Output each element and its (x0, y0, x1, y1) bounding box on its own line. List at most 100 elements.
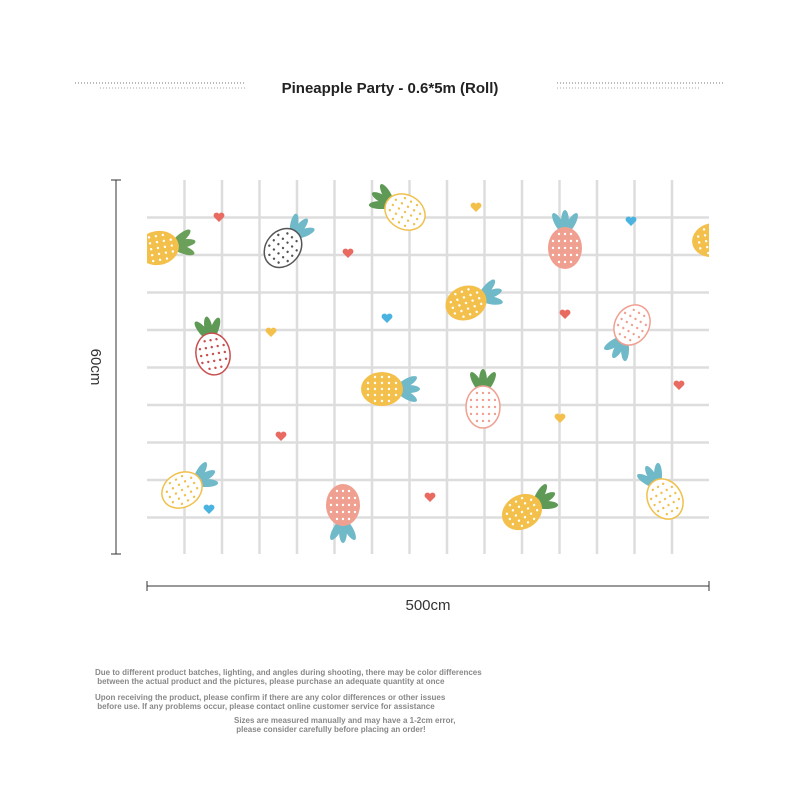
pineapple-dot (409, 200, 413, 203)
pineapple-dot (466, 307, 470, 310)
pineapple-dot (224, 357, 228, 361)
pineapple-dot (473, 305, 476, 308)
pineapple-dot (277, 242, 280, 246)
pineapple-dot (634, 317, 637, 321)
pineapple-dot (169, 238, 172, 241)
heart (265, 327, 277, 337)
pineapple-dot (674, 491, 677, 495)
pineapple-dot (195, 486, 199, 490)
pineapple-dot (469, 412, 473, 416)
pineapple-dot (637, 335, 641, 339)
pineapple-dot (286, 250, 289, 254)
pineapple-dot (209, 339, 212, 342)
pineapple-dot (341, 517, 345, 521)
pineapple-dot (551, 246, 555, 250)
pineapple-dot (487, 398, 491, 402)
pineapple-dot (335, 496, 339, 500)
pineapple-dot (569, 232, 573, 236)
pineapple-dot (412, 222, 416, 226)
pineapple (263, 213, 315, 269)
note-line: Due to different product batches, lighti… (95, 668, 482, 677)
pineapple-dot (347, 517, 351, 521)
pineapple-dot (557, 253, 561, 257)
pineapple-dot (704, 240, 708, 243)
pineapple-dot (353, 496, 357, 500)
pineapple-dot (277, 252, 280, 255)
pineapple (604, 304, 651, 362)
pineapple-dot (403, 224, 407, 228)
pineapple-dot (632, 332, 635, 336)
pineapple-dot (192, 481, 196, 485)
pineapple-dot (341, 503, 345, 507)
pineapple-dot (629, 314, 632, 318)
pineapple-dot (171, 500, 175, 504)
pineapple (194, 316, 231, 376)
pineapple-dot (380, 381, 384, 385)
pineapple-dot (551, 253, 555, 257)
pineapple-dot (630, 323, 634, 327)
pineapple-dot (198, 347, 202, 351)
pineapple-dot (155, 240, 159, 244)
note-line: Sizes are measured manually and may have… (234, 716, 455, 725)
pineapple-dot (618, 332, 622, 336)
pineapple-dot (462, 296, 466, 299)
pineapple-dot (373, 375, 377, 379)
pineapple-dot (391, 217, 395, 221)
pineapple-dot (218, 358, 222, 362)
pineapple-dot (183, 480, 187, 483)
pineapple (692, 222, 709, 258)
pineapple-dot (481, 412, 485, 416)
heart (342, 248, 354, 258)
pineapple-dot (475, 291, 479, 294)
pineapple-dot (462, 315, 465, 318)
pineapple-dot (165, 257, 169, 260)
note-line: before use. If any problems occur, pleas… (95, 702, 435, 711)
pineapple-dot (290, 236, 294, 239)
pineapple-dot (517, 519, 521, 522)
pineapple-dot (475, 405, 479, 409)
pineapple-dot (623, 311, 627, 315)
heart (275, 431, 287, 441)
pineapple-dot (189, 490, 193, 493)
pineapple-dot (468, 313, 472, 316)
pineapple-dot (161, 233, 165, 237)
pineapple-dot (149, 248, 153, 251)
pineapple-dot (400, 215, 404, 219)
pineapple-dot (557, 239, 561, 243)
pineapple (465, 369, 501, 429)
pineapple-dot (394, 198, 398, 202)
pineapple-dot (347, 510, 351, 514)
pineapple-dot (471, 299, 474, 302)
pineapple-dot (388, 208, 392, 212)
pineapple-dot (268, 244, 271, 247)
pineapple-dot (563, 246, 567, 250)
pineapple-dot (475, 412, 479, 416)
pineapple-dot (214, 366, 217, 369)
pineapple-dot (639, 320, 642, 324)
pineapple-dot (391, 203, 395, 207)
pineapple-dot (505, 512, 509, 516)
pineapple-dot (569, 246, 573, 250)
pineapple-dot (165, 490, 169, 494)
pineapple-dot (177, 483, 181, 487)
pineapple-body (692, 222, 709, 258)
pineapple-dot (535, 508, 539, 512)
pineapple-dot (575, 239, 579, 243)
pineapple-dot (387, 381, 391, 385)
pineapple-dot (171, 487, 175, 490)
pineapple-dot (563, 253, 567, 257)
pineapple-dot (373, 399, 377, 403)
pineapple-dot (642, 314, 646, 318)
pineapple-dot (514, 500, 518, 503)
pineapple-dot (487, 391, 491, 395)
pineapple-dot (475, 391, 479, 395)
pineapple-dot (637, 311, 641, 315)
pineapple (368, 184, 426, 231)
pineapple-dot (373, 381, 377, 385)
pineapple-dot (281, 246, 285, 250)
pineapple-dot (380, 375, 384, 379)
pineapple-dot (456, 298, 459, 301)
pineapple-dot (223, 350, 227, 354)
note-line: between the actual product and the pictu… (95, 677, 445, 686)
